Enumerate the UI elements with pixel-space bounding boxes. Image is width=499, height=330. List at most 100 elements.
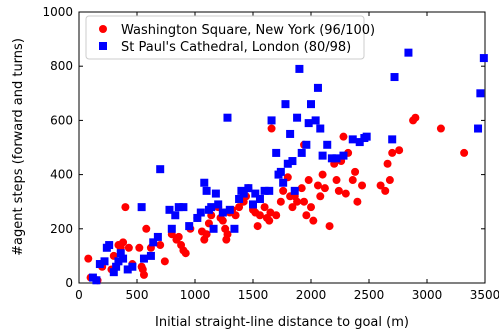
stpauls-data-point xyxy=(171,211,180,220)
stpauls-data-point xyxy=(209,224,218,233)
x-tick-label: 1000 xyxy=(180,288,211,302)
washington-data-point xyxy=(334,186,343,195)
stpauls-data-point xyxy=(165,205,174,214)
stpauls-data-point xyxy=(339,151,348,160)
stpauls-data-point xyxy=(139,254,148,263)
stpauls-data-point xyxy=(244,184,253,193)
stpauls-data-point xyxy=(390,73,399,82)
stpauls-data-point xyxy=(362,132,371,141)
washington-data-point xyxy=(353,197,362,206)
legend-marker-washington xyxy=(99,25,107,33)
washington-data-point xyxy=(142,224,151,233)
y-tick-label: 0 xyxy=(65,276,73,290)
stpauls-data-point xyxy=(109,268,118,277)
x-tick-label: 500 xyxy=(126,288,149,302)
stpauls-data-point xyxy=(230,224,239,233)
washington-data-point xyxy=(84,254,93,263)
stpauls-data-point xyxy=(100,257,109,266)
washington-data-point xyxy=(218,216,227,225)
stpauls-data-point xyxy=(304,119,313,128)
washington-data-point xyxy=(395,146,404,155)
washington-data-point xyxy=(376,181,385,190)
x-tick-label: 2500 xyxy=(354,288,385,302)
stpauls-data-point xyxy=(313,83,322,92)
washington-data-point xyxy=(272,211,281,220)
washington-data-point xyxy=(124,243,133,252)
stpauls-data-point xyxy=(112,262,121,271)
stpauls-data-point xyxy=(214,200,223,209)
stpauls-data-point xyxy=(281,100,290,109)
legend-marker-stpauls xyxy=(99,42,107,50)
stpauls-data-point xyxy=(316,124,325,133)
washington-data-point xyxy=(313,181,322,190)
legend: Washington Square, New York (96/100) St … xyxy=(85,15,375,60)
stpauls-data-point xyxy=(137,203,146,212)
stpauls-data-point xyxy=(153,232,162,241)
washington-data-point xyxy=(307,203,315,212)
stpauls-data-point xyxy=(388,135,397,144)
washington-data-point xyxy=(253,222,262,231)
stpauls-data-point xyxy=(297,148,306,157)
stpauls-data-point xyxy=(260,186,269,195)
washington-data-point xyxy=(288,203,297,212)
y-tick-label: 200 xyxy=(50,222,73,236)
data-points xyxy=(84,24,488,285)
washington-data-point xyxy=(139,270,148,279)
washington-data-point xyxy=(174,232,183,241)
stpauls-data-point xyxy=(251,189,260,198)
stpauls-data-point xyxy=(225,205,234,214)
washington-data-point xyxy=(339,132,348,141)
stpauls-data-point xyxy=(149,238,158,247)
washington-data-point xyxy=(181,249,190,258)
washington-data-point xyxy=(388,148,397,157)
legend-label-washington: Washington Square, New York (96/100) xyxy=(121,23,375,38)
stpauls-data-point xyxy=(207,203,216,212)
x-tick-label: 2000 xyxy=(296,288,327,302)
stpauls-data-point xyxy=(128,262,137,271)
stpauls-data-point xyxy=(311,116,320,125)
stpauls-data-point xyxy=(290,186,299,195)
washington-data-point xyxy=(255,211,264,220)
stpauls-data-point xyxy=(474,124,483,133)
washington-data-point xyxy=(320,184,329,193)
washington-data-point xyxy=(156,241,165,250)
washington-data-point xyxy=(351,167,360,176)
stpauls-data-point xyxy=(279,178,288,187)
stpauls-data-point xyxy=(235,194,244,203)
stpauls-data-point xyxy=(479,54,488,63)
washington-data-point xyxy=(300,197,309,206)
stpauls-data-point xyxy=(276,167,285,176)
stpauls-data-point xyxy=(179,203,188,212)
stpauls-data-point xyxy=(200,178,209,187)
stpauls-data-point xyxy=(302,140,311,149)
stpauls-data-point xyxy=(92,276,101,285)
washington-data-point xyxy=(332,176,341,185)
y-tick-label: 1000 xyxy=(42,5,73,19)
washington-data-point xyxy=(279,186,288,195)
stpauls-data-point xyxy=(255,194,264,203)
stpauls-data-point xyxy=(295,64,304,73)
stpauls-data-point xyxy=(105,241,114,250)
stpauls-data-point xyxy=(202,186,211,195)
stpauls-data-point xyxy=(318,151,327,160)
stpauls-data-point xyxy=(327,154,336,163)
stpauls-data-point xyxy=(348,135,357,144)
y-tick-label: 800 xyxy=(50,59,73,73)
stpauls-data-point xyxy=(323,140,332,149)
washington-data-point xyxy=(119,238,128,247)
stpauls-data-point xyxy=(174,203,183,212)
washington-data-point xyxy=(276,197,285,206)
y-axis-label: #agent steps (forward and turns) xyxy=(11,38,26,256)
stpauls-data-point xyxy=(146,251,155,260)
legend-frame xyxy=(85,15,365,60)
washington-data-point xyxy=(160,257,169,266)
washington-data-point xyxy=(309,216,318,225)
stpauls-data-point xyxy=(249,200,257,209)
stpauls-data-point xyxy=(156,165,165,174)
washington-data-point xyxy=(223,230,232,239)
stpauls-data-point xyxy=(404,48,413,57)
stpauls-data-point xyxy=(223,113,232,122)
stpauls-data-point xyxy=(95,260,104,269)
stpauls-data-point xyxy=(196,208,205,217)
